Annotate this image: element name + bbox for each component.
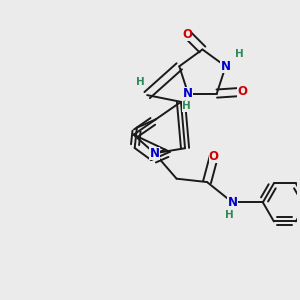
Text: N: N <box>150 147 160 160</box>
Text: N: N <box>220 60 231 73</box>
Text: H: H <box>182 101 191 111</box>
Text: N: N <box>183 87 193 100</box>
Text: H: H <box>225 210 233 220</box>
Text: O: O <box>182 28 192 41</box>
Text: H: H <box>136 76 145 87</box>
Text: O: O <box>209 150 219 163</box>
Text: H: H <box>235 50 244 59</box>
Text: N: N <box>227 196 237 209</box>
Text: O: O <box>237 85 247 98</box>
